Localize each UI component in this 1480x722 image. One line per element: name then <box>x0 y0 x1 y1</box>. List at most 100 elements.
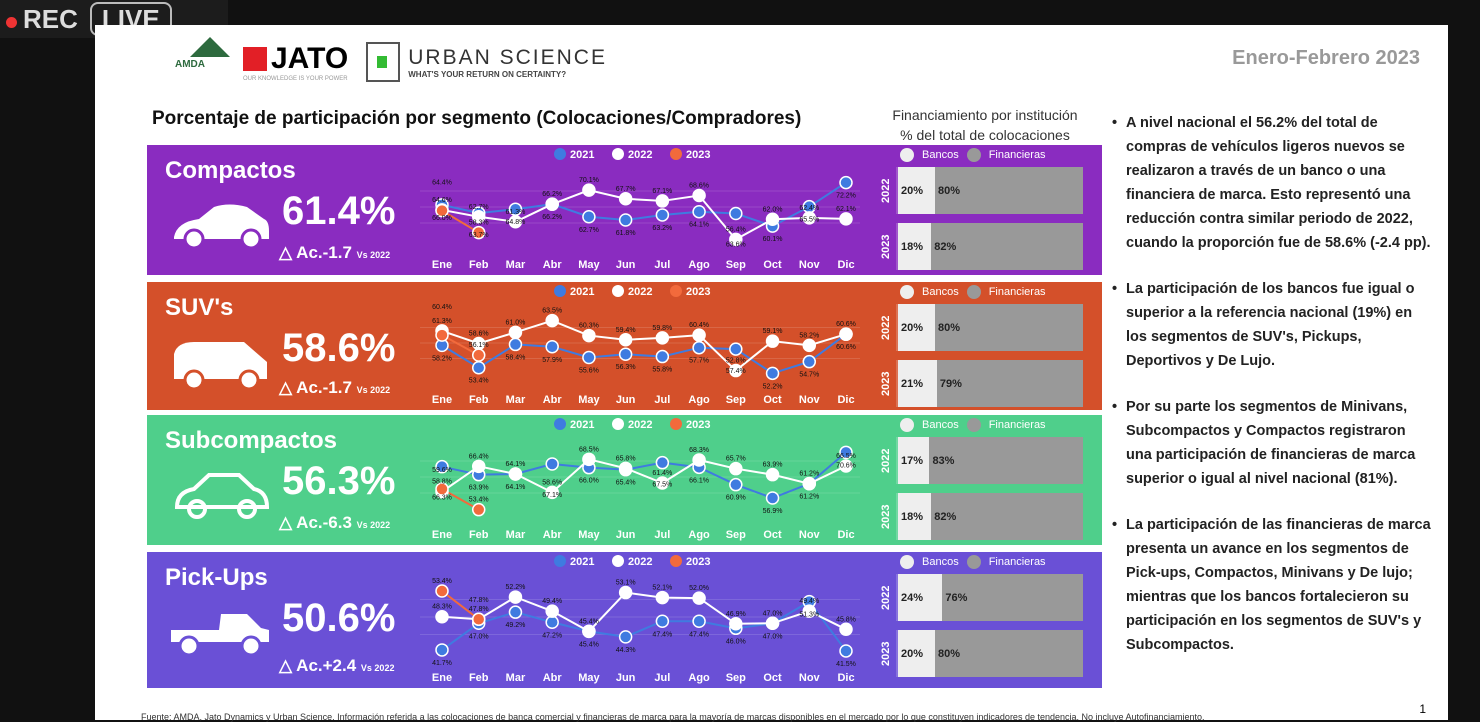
data-label: 57.7% <box>689 358 709 365</box>
financing-bar-2022: 2022 20% 80% <box>880 304 1083 351</box>
legend-label: 2023 <box>686 286 710 298</box>
data-label: 66.2% <box>542 214 562 221</box>
financieras-swatch-icon <box>966 148 981 162</box>
urban-science-logo: URBAN SCIENCE WHAT'S YOUR RETURN ON CERTA… <box>366 42 607 82</box>
data-label: 46.9% <box>726 611 746 618</box>
month-label: Ago <box>688 394 710 406</box>
data-point-2021 <box>618 347 633 361</box>
month-label: May <box>578 394 600 406</box>
bancos-share: 18% <box>898 493 932 540</box>
data-point-2022 <box>582 328 596 343</box>
financing-bar-2023: 2023 21% 79% <box>880 360 1083 407</box>
data-label: 64.4% <box>432 180 452 187</box>
data-point-2022 <box>765 616 780 631</box>
data-label: 63.7% <box>469 232 489 239</box>
vehicle-icon-compactos <box>174 204 269 250</box>
data-point-2021 <box>655 455 670 470</box>
legend-bancos: Bancos <box>922 149 959 161</box>
data-point-2022 <box>508 467 523 481</box>
financing-bars: Bancos Financieras 2022 24% 76% 2023 20% 80% <box>880 552 1095 688</box>
delta-reference: Vs 2022 <box>356 250 391 260</box>
financing-legend: Bancos Financieras <box>900 555 1046 569</box>
data-label: 67.7% <box>616 186 636 193</box>
month-label: Oct <box>763 529 782 541</box>
page-title: Porcentaje de participación por segmento… <box>152 108 802 129</box>
financieras-share: 76% <box>942 574 1083 621</box>
data-point-2022 <box>802 604 817 618</box>
data-point-2022 <box>582 183 596 197</box>
segment-percentage: 61.4% <box>282 189 396 233</box>
data-point-2021 <box>582 210 596 224</box>
month-label: Sep <box>726 259 746 271</box>
financieras-share: 82% <box>931 493 1083 540</box>
data-label: 59.4% <box>616 327 636 334</box>
segment-name: Pick-Ups <box>165 564 268 591</box>
legend-financieras: Financieras <box>988 286 1046 298</box>
data-label: 66.0% <box>579 478 599 485</box>
period-label: Enero-Febrero 2023 <box>1232 47 1420 69</box>
bancos-swatch-icon <box>900 418 914 432</box>
data-point-2022 <box>729 363 743 378</box>
legend-financieras: Financieras <box>988 149 1046 161</box>
data-label: 53.4% <box>469 497 489 504</box>
month-label: Jun <box>616 672 636 684</box>
legend-label: 2021 <box>570 556 594 568</box>
data-point-2022 <box>618 333 633 347</box>
data-point-2022 <box>582 624 596 639</box>
data-point-2022 <box>508 215 523 229</box>
delta-value: Ac.-1.7 <box>296 378 352 397</box>
legend-label: 2022 <box>628 419 652 431</box>
month-label: Oct <box>763 394 782 406</box>
segment-name: Subcompactos <box>165 427 338 454</box>
financing-bar-2023: 2023 18% 82% <box>880 493 1083 540</box>
data-label: 47.0% <box>763 633 783 640</box>
legend-financieras: Financieras <box>988 556 1046 568</box>
month-label: Jun <box>616 529 636 541</box>
data-label: 61.8% <box>616 230 636 237</box>
data-label: 57.9% <box>542 357 562 364</box>
delta-reference: Vs 2022 <box>360 663 395 673</box>
data-label: 53.1% <box>616 580 636 587</box>
data-label: 56.1% <box>469 342 489 349</box>
data-label: 55.6% <box>579 367 599 374</box>
series-line-2022 <box>441 458 847 494</box>
legend-bancos: Bancos <box>922 419 959 431</box>
data-point-2021 <box>839 175 853 190</box>
page-number: 1 <box>1419 702 1426 716</box>
month-label: Oct <box>763 672 782 684</box>
data-label: 45.4% <box>579 641 599 648</box>
legend-bancos: Bancos <box>922 286 959 298</box>
legend-dot-2023-icon <box>670 148 682 160</box>
data-point-2023 <box>471 502 486 517</box>
data-point-2021 <box>655 614 670 629</box>
month-label: Abr <box>543 672 563 684</box>
data-label: 58.6% <box>542 479 562 486</box>
urban-text: URBAN SCIENCE <box>408 45 607 69</box>
data-label: 47.8% <box>469 597 489 604</box>
data-point-2022 <box>765 467 780 482</box>
data-point-2021 <box>729 342 743 356</box>
month-label: Oct <box>763 259 782 271</box>
data-label: 62.0% <box>763 206 783 213</box>
bar-year: 2022 <box>880 448 892 473</box>
bancos-share: 17% <box>898 437 930 484</box>
triangle-icon: △ <box>279 656 297 675</box>
bancos-share: 20% <box>898 630 935 677</box>
line-chart: 2021 2022 2023 Ene Feb Mar Abr May Jun Jul Ago Sep O… <box>420 555 860 684</box>
financieras-swatch-icon <box>966 555 981 569</box>
data-point-2022 <box>839 327 853 341</box>
legend-label: 2022 <box>628 149 652 161</box>
delta-reference: Vs 2022 <box>356 520 391 530</box>
month-label: Nov <box>799 529 821 541</box>
month-label: Feb <box>469 394 489 406</box>
data-point-2021 <box>545 457 559 471</box>
mountain-icon <box>190 37 230 57</box>
legend-dot-2022-icon <box>612 418 624 430</box>
data-label: 65.8% <box>616 455 636 462</box>
data-label: 66.1% <box>689 477 709 484</box>
data-label: 61.2% <box>799 494 819 501</box>
segment-percentage: 58.6% <box>282 326 396 370</box>
data-label: 62.7% <box>469 204 489 211</box>
month-label: Mar <box>506 672 526 684</box>
series-line-2022 <box>441 319 847 372</box>
